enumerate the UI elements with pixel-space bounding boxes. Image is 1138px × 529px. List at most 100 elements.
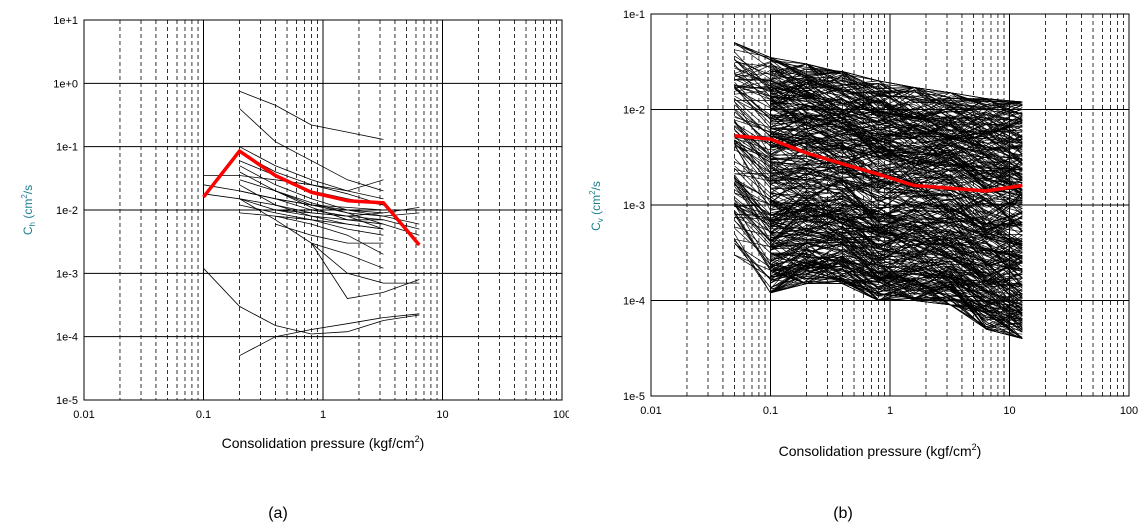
sample-series-line — [734, 165, 1023, 257]
sample-series-line — [770, 107, 1023, 181]
sample-series-line — [770, 229, 1023, 312]
y-tick-label: 1e-3 — [623, 200, 645, 212]
sample-series-line — [770, 263, 1023, 330]
sample-series-line — [770, 224, 1023, 297]
y-tick-label: 1e+0 — [53, 78, 78, 90]
y-tick-label: 1e-4 — [623, 296, 645, 308]
x-axis-label-sup-a: 2 — [415, 434, 420, 444]
sample-series-line — [239, 146, 384, 200]
sample-series-line — [734, 119, 1023, 200]
sample-series-line — [734, 189, 1023, 266]
sample-series-line — [734, 51, 1023, 131]
sample-series-line — [239, 108, 384, 192]
sample-series-line — [770, 209, 1023, 275]
y-axis-label-sub-b: v — [596, 218, 605, 222]
sample-series-line — [770, 74, 1023, 120]
sample-series-line — [770, 113, 1023, 192]
y-tick-label: 1e-4 — [56, 332, 78, 344]
sample-series-line — [770, 183, 1023, 255]
sample-series-line — [734, 77, 1023, 156]
sample-series-line — [239, 190, 384, 230]
sample-series-line — [770, 190, 1023, 249]
sample-series-line — [311, 242, 420, 284]
sample-series-line — [770, 159, 1023, 205]
y-axis-label-rest-a: (cm — [21, 199, 35, 222]
sample-series-line — [734, 169, 1023, 241]
sample-series-line — [734, 78, 1023, 164]
sample-series-line — [239, 179, 384, 225]
sample-series-line — [734, 176, 1023, 259]
sample-series-line — [770, 224, 1023, 293]
y-tick-label: 1e-1 — [623, 9, 645, 21]
sample-series-line — [770, 206, 1023, 258]
sample-series-line — [734, 254, 1023, 339]
panel-label-a: (a) — [268, 505, 288, 522]
sample-series-line — [275, 223, 384, 244]
y-tick-label: 1e-1 — [56, 142, 78, 154]
sample-series-line — [770, 253, 1023, 316]
y-axis-label-end-a: /s — [21, 185, 35, 194]
sample-series-line — [770, 221, 1023, 288]
sample-series-line — [770, 172, 1023, 225]
y-tick-label: 1e-5 — [56, 395, 78, 407]
x-tick-label: 100 — [553, 409, 569, 421]
sample-series-line — [239, 90, 384, 140]
sample-series-line — [734, 122, 1023, 201]
sample-series-line — [734, 121, 1023, 197]
sample-series-line — [734, 84, 1023, 160]
sample-series-line — [770, 179, 1023, 245]
sample-series-line — [734, 126, 1023, 224]
y-axis-label-sup-a: 2 — [20, 194, 29, 199]
sample-series-line — [734, 100, 1023, 176]
y-tick-label: 1e-3 — [56, 268, 78, 280]
x-axis-label-end-b: ) — [977, 443, 982, 459]
x-tick-label: 1 — [320, 409, 326, 421]
average-series-line — [734, 134, 1023, 193]
sample-series-line — [770, 70, 1023, 110]
sample-series-line — [770, 181, 1023, 223]
grid-b — [650, 13, 1130, 397]
x-axis-label-sup-b: 2 — [972, 442, 977, 452]
samples-b — [734, 42, 1023, 339]
sample-series-line — [770, 234, 1023, 320]
sample-series-line — [770, 149, 1023, 213]
y-axis-label-rest-b: (cm — [589, 195, 603, 218]
sample-series-line — [734, 85, 1023, 151]
sample-series-line — [734, 191, 1023, 267]
sample-series-line — [770, 238, 1023, 316]
sample-series-line — [770, 85, 1023, 143]
x-tick-label: 0.1 — [196, 409, 211, 421]
y-axis-label-b: Cv (cm2/s — [588, 181, 605, 231]
sample-series-line — [734, 200, 1023, 264]
chart-panel-a: 0.01 0.1 1 10 100 1e-5 1e-4 1e-3 1e-2 1e-1 1e+0 1e+… — [20, 15, 569, 522]
sample-series-line — [734, 43, 1023, 103]
sample-series-line — [734, 243, 1023, 332]
sample-series-line — [239, 165, 384, 214]
sample-series-line — [770, 205, 1023, 279]
sample-series-line — [770, 160, 1023, 231]
sample-series-line — [275, 190, 420, 236]
x-tick-label: 0.01 — [640, 405, 661, 417]
sample-series-line — [734, 158, 1023, 262]
x-tick-label: 10 — [1003, 405, 1015, 417]
sample-series-line — [770, 83, 1023, 115]
sample-series-line — [770, 63, 1023, 107]
sample-series-line — [734, 142, 1023, 222]
x-tick-label: 100 — [1120, 405, 1138, 417]
y-axis-label-sub-a: h — [28, 222, 37, 226]
sample-series-line — [770, 100, 1023, 145]
sample-series-line — [770, 96, 1023, 144]
y-tick-label: 1e-5 — [623, 391, 645, 403]
average-b — [734, 134, 1023, 193]
y-tick-label: 1e-2 — [56, 205, 78, 217]
sample-series-line — [239, 313, 420, 357]
sample-series-line — [770, 104, 1023, 170]
sample-series-line — [203, 193, 384, 221]
x-axis-label-end-a: ) — [420, 435, 425, 451]
sample-series-line — [770, 227, 1023, 302]
sample-series-line — [734, 49, 1023, 110]
sample-series-line — [734, 67, 1023, 166]
y-axis-label-a: Ch (cm2/s — [20, 185, 37, 235]
sample-series-line — [770, 101, 1023, 145]
sample-series-line — [770, 179, 1023, 246]
